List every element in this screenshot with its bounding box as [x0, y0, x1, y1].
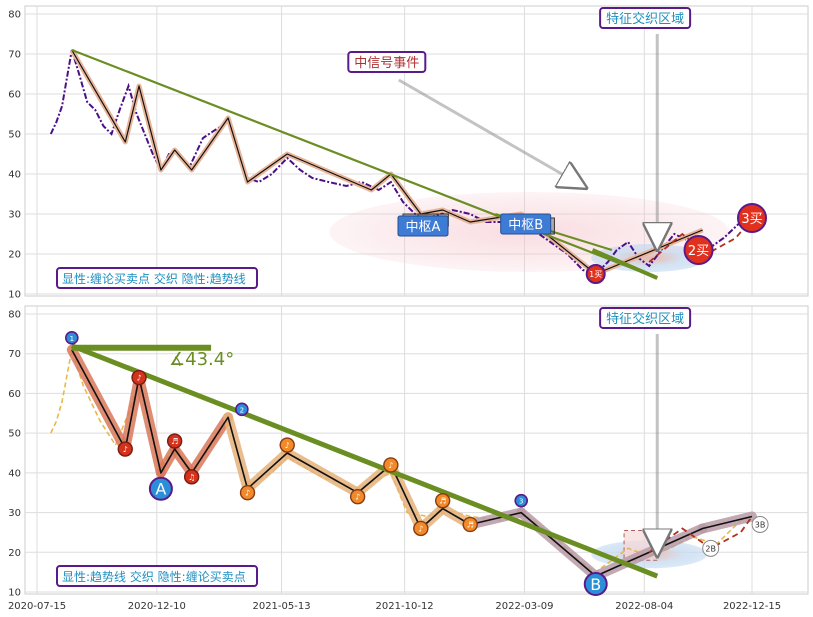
- signal-marker: [585, 264, 606, 284]
- y-tick-label: 60: [8, 389, 21, 400]
- callout-box: [599, 7, 692, 29]
- callout-arrow: [398, 78, 583, 186]
- note-marker: [279, 437, 295, 453]
- note-marker: [462, 516, 478, 533]
- signal-label: 1买: [589, 270, 602, 279]
- y-tick-label: 70: [8, 349, 21, 360]
- bi-stroke: [71, 49, 703, 275]
- signal-label: 3B: [755, 520, 766, 529]
- x-tick-label: 2021-10-12: [376, 601, 434, 612]
- step-marker: [65, 331, 79, 345]
- y-tick-label: 80: [8, 310, 21, 321]
- step-marker: [235, 402, 249, 417]
- note-label: ♬: [467, 520, 474, 529]
- note-label: ♪: [355, 493, 360, 502]
- signal-label: 3买: [741, 212, 762, 227]
- trendline-end: [591, 248, 659, 280]
- pivot-label: B: [590, 575, 601, 594]
- note-label: ♪: [136, 374, 141, 383]
- signal-label: 2B: [705, 544, 716, 553]
- angle-label: ∡43.4°: [169, 349, 234, 370]
- note-label: ♪: [285, 441, 290, 450]
- callout-box: [599, 306, 692, 329]
- zhongshu-label-box: [500, 213, 552, 235]
- note-label: ♪: [245, 489, 250, 498]
- zhongshu-label-box: [397, 215, 449, 237]
- note-label: ♪: [388, 461, 393, 470]
- signal-marker: [702, 539, 720, 557]
- x-tick-label: 2021-05-13: [252, 601, 310, 612]
- step-label: 2: [240, 406, 244, 414]
- signal-label: 2买: [688, 244, 709, 259]
- note-label: ♪: [123, 445, 128, 454]
- y-tick-label: 30: [8, 508, 21, 519]
- note-marker: [413, 520, 429, 537]
- y-tick-label: 30: [8, 210, 21, 221]
- x-tick-label: 2020-12-10: [128, 601, 186, 612]
- note-label: ♬: [171, 437, 178, 446]
- y-tick-label: 40: [8, 170, 21, 181]
- legend-text: 显性:趋势线 交织 隐性:缠论买卖点: [62, 569, 246, 584]
- note-marker: [349, 488, 366, 505]
- pivot-marker: [583, 572, 608, 597]
- note-marker: [117, 441, 133, 457]
- y-tick-label: 20: [8, 548, 21, 559]
- note-marker: [383, 457, 399, 473]
- step-label: 1: [70, 335, 74, 343]
- x-tick-label: 2020-07-15: [8, 601, 66, 612]
- signal-marker: [683, 235, 714, 265]
- trendline: [70, 343, 659, 579]
- note-label: ♫: [188, 473, 195, 482]
- x-tick-label: 2022-03-09: [495, 601, 553, 612]
- y-tick-label: 40: [8, 468, 21, 479]
- legend-box: [56, 267, 258, 289]
- step-marker: [514, 493, 529, 508]
- note-marker: [183, 469, 200, 485]
- y-tick-label: 10: [8, 588, 21, 599]
- x-tick-label: 2022-08-04: [615, 601, 673, 612]
- panel-2: 10 20 30 40 50 60 70 80 2020-07-15 2020-12-10 2021…: [8, 305, 809, 612]
- step-label: 3: [519, 498, 523, 506]
- y-tick-label: 50: [8, 429, 21, 440]
- y-tick-label: 10: [8, 290, 21, 301]
- y-tick-label: 50: [8, 130, 21, 141]
- callout-label: 中信号事件: [354, 56, 419, 71]
- note-marker: [434, 492, 451, 509]
- bi-stroke: [71, 349, 753, 577]
- note-label: ♪: [418, 524, 423, 533]
- note-label: ♬: [439, 497, 446, 506]
- y-tick-label: 70: [8, 50, 21, 61]
- note-marker: [131, 369, 147, 386]
- trendline: [71, 48, 658, 280]
- zhongshu-label: 中枢A: [406, 220, 441, 235]
- signal-marker: [737, 203, 767, 233]
- y-tick-label: 20: [8, 250, 21, 261]
- pivot-label: A: [155, 480, 166, 499]
- y-tick-label: 80: [8, 10, 21, 21]
- y-tick-label: 60: [8, 90, 21, 101]
- price-line: [49, 49, 753, 276]
- pivot-marker: [148, 476, 173, 501]
- callout-label: 特征交织区域: [606, 11, 684, 27]
- x-tick-label: 2022-12-15: [723, 601, 781, 612]
- callout-label: 特征交织区域: [606, 311, 684, 327]
- legend-box: [56, 565, 258, 587]
- callout-box: [347, 51, 427, 73]
- note-marker: [239, 485, 256, 501]
- zhongshu-label: 中枢B: [508, 218, 543, 233]
- note-marker: [166, 433, 183, 449]
- legend-text: 显性:缠论买卖点 交织 隐性:趋势线: [62, 271, 246, 286]
- signal-marker: [751, 515, 769, 533]
